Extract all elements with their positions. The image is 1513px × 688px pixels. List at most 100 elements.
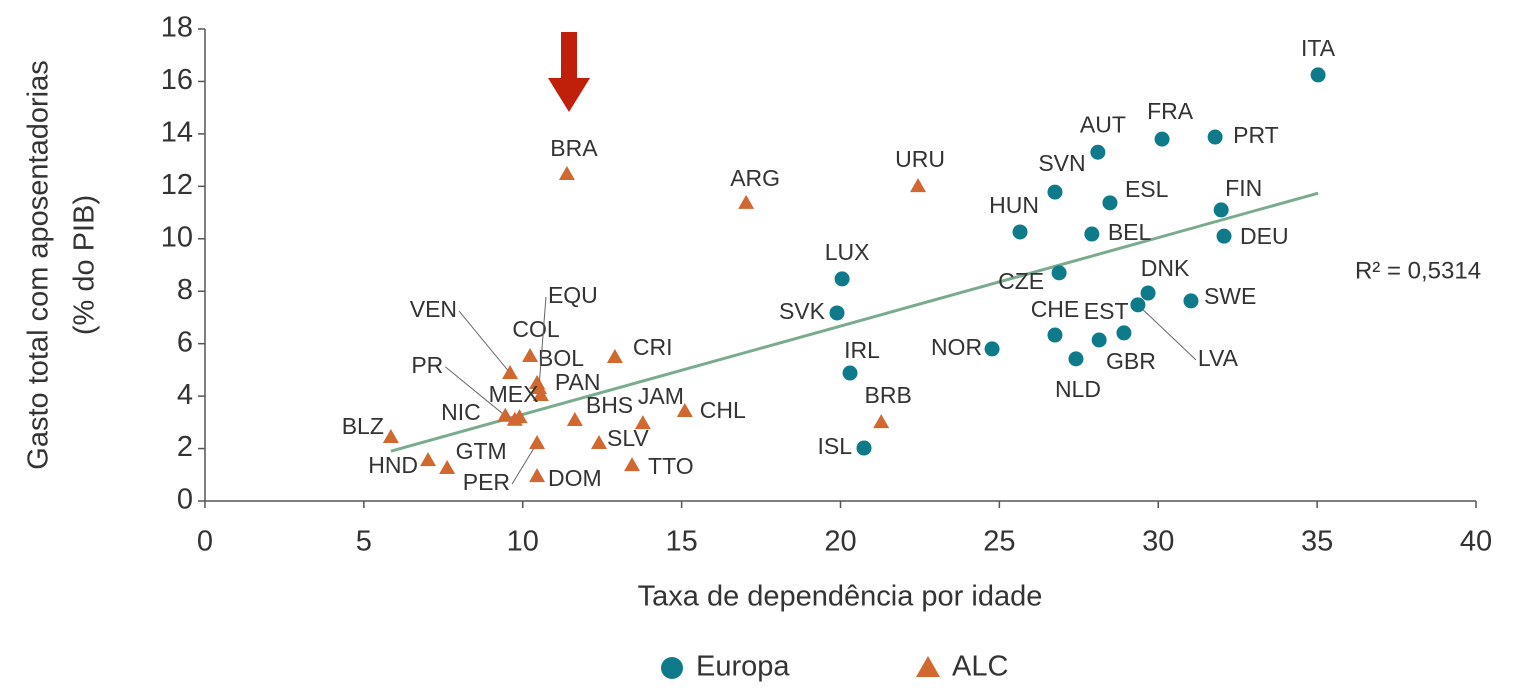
point-label: CRI [633, 334, 673, 360]
x-tick-label: 35 [1301, 526, 1333, 558]
trendline [390, 191, 1319, 453]
x-tick-label: 5 [356, 526, 372, 558]
point-label: EST [1084, 298, 1129, 324]
point [834, 271, 850, 287]
point-label: NIC [441, 399, 481, 425]
x-tick-label: 0 [197, 526, 213, 558]
point [1047, 327, 1063, 343]
point-label: LUX [825, 239, 870, 265]
point-label: CHE [1031, 296, 1080, 322]
point-label: PRT [1233, 122, 1279, 148]
legend-marker [916, 656, 940, 677]
point-label: ESL [1125, 176, 1169, 202]
y-tick-label: 14 [161, 117, 193, 149]
point-label: VEN [410, 296, 457, 322]
point-label: BRB [865, 382, 912, 408]
point-label: LVA [1198, 345, 1239, 371]
point [497, 407, 514, 422]
point [502, 365, 519, 380]
y-tick-label: 0 [177, 484, 193, 516]
point [1051, 265, 1067, 281]
point [1310, 67, 1326, 83]
point [1102, 195, 1118, 211]
point [532, 387, 549, 402]
y-tick-label: 2 [177, 431, 193, 463]
y-tick-label: 16 [161, 64, 193, 96]
point [634, 415, 651, 430]
point-label: EQU [548, 282, 598, 308]
point [558, 166, 575, 181]
point [530, 379, 547, 394]
point-label: BOL [538, 345, 584, 371]
point [529, 468, 546, 483]
point [529, 435, 546, 450]
x-tick-label: 10 [507, 526, 539, 558]
point-label: PER [463, 469, 510, 495]
leader-line [458, 310, 511, 374]
point-label: DNK [1141, 255, 1190, 281]
legend-label: Europa [696, 651, 790, 683]
point [606, 349, 623, 364]
point-label: URU [895, 146, 945, 172]
point-label: BRA [550, 135, 598, 161]
point [1213, 202, 1229, 218]
point [1116, 325, 1132, 341]
leader-line [538, 296, 547, 389]
point-label: NOR [931, 334, 982, 360]
point [566, 411, 583, 426]
point [1047, 184, 1063, 200]
point [1216, 228, 1232, 244]
leader-line [444, 366, 506, 417]
leader-line [511, 442, 538, 485]
point-label: COL [512, 316, 560, 342]
r-squared: R² = 0,5314 [1355, 257, 1481, 284]
point [382, 429, 399, 444]
point-label: TTO [648, 453, 694, 479]
point-label: CHL [700, 397, 746, 423]
point-label: MEX [489, 381, 539, 407]
point-label: ARG [730, 165, 780, 191]
y-axis-label: Gasto total com aposentadorias [23, 60, 55, 469]
point [856, 440, 872, 456]
point-label: SVK [779, 298, 826, 324]
x-tick-label: 15 [665, 526, 697, 558]
point-label: HND [368, 452, 418, 478]
point [522, 347, 539, 362]
y-axis-label: (% do PIB) [69, 195, 101, 335]
point [676, 403, 693, 418]
point [1154, 131, 1170, 147]
point-label: SVN [1038, 150, 1085, 176]
y-tick-label: 12 [161, 169, 193, 201]
point-label: AUT [1080, 111, 1126, 137]
point-label: BHS [586, 392, 633, 418]
point-label: HUN [989, 192, 1039, 218]
x-tick-label: 30 [1142, 526, 1174, 558]
point-label: JAM [638, 383, 684, 409]
point [420, 452, 437, 467]
leader-line [1137, 304, 1197, 361]
point-label: SLV [607, 425, 649, 451]
point [591, 435, 608, 450]
point [1068, 351, 1084, 367]
point-label: PAN [555, 369, 601, 395]
point [1140, 285, 1156, 301]
point [873, 414, 890, 429]
point-label: DOM [548, 465, 602, 491]
point [506, 411, 523, 426]
legend-label: ALC [952, 651, 1008, 683]
point [842, 365, 858, 381]
point-label: CZE [998, 268, 1044, 294]
point [624, 457, 641, 472]
point-label: BEL [1108, 219, 1152, 245]
point-label: ISL [817, 433, 852, 459]
point-label: FIN [1225, 175, 1262, 201]
point [1130, 297, 1146, 313]
point-label: GTM [456, 438, 507, 464]
point [1012, 224, 1028, 240]
point [738, 194, 755, 209]
y-tick-label: 6 [177, 326, 193, 358]
point-label: IRL [844, 337, 880, 363]
y-tick-label: 4 [177, 379, 193, 411]
point [1084, 226, 1100, 242]
